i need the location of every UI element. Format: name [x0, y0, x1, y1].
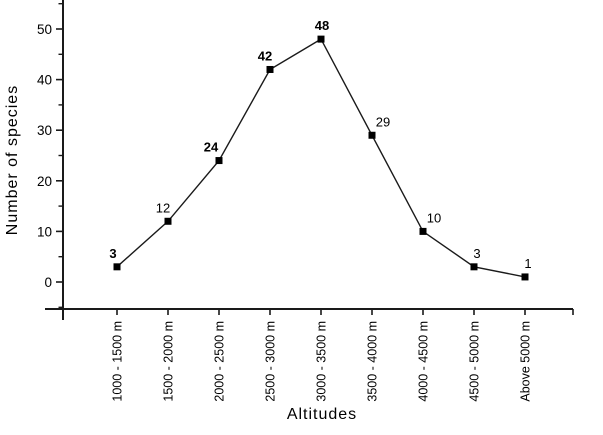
- y-tick-label: 20: [37, 174, 52, 189]
- x-tick-label: Above 5000 m: [519, 321, 533, 402]
- data-point-marker: [368, 131, 376, 139]
- data-point-marker: [164, 217, 172, 225]
- data-point-label: 10: [427, 210, 441, 225]
- x-tick-label: 3000 - 3500 m: [315, 321, 329, 402]
- x-tick-label: 1500 - 2000 m: [162, 321, 176, 402]
- data-point-marker: [419, 227, 427, 235]
- x-tick-label: 2500 - 3000 m: [264, 321, 278, 402]
- x-tick-label: 1000 - 1500 m: [111, 321, 125, 402]
- data-point-marker: [470, 263, 478, 271]
- y-tick-label: 10: [37, 224, 52, 239]
- chart-plot-area: 0 10 20 30 40 50 1000 - 1500 m 1500 - 2000 m 200…: [37, 0, 574, 402]
- data-point-label: 12: [156, 200, 170, 215]
- series-line: [116, 38, 526, 278]
- data-point-label: 3: [109, 246, 116, 261]
- data-point-marker: [317, 35, 325, 43]
- data-point-label: 1: [524, 256, 531, 271]
- y-tick-label: 40: [37, 73, 52, 88]
- y-axis-title: Number of species: [4, 85, 21, 235]
- data-point-marker: [266, 65, 274, 73]
- x-tick-label: 3500 - 4000 m: [366, 321, 380, 402]
- x-axis-title: Altitudes: [287, 406, 357, 423]
- data-point-marker: [113, 263, 121, 271]
- data-point-label: 42: [258, 48, 272, 63]
- data-point-label: 48: [315, 18, 329, 33]
- data-point-label: 3: [473, 246, 480, 261]
- y-tick-label: 30: [37, 123, 52, 138]
- y-tick-label: 50: [37, 22, 52, 37]
- x-tick-label: 4500 - 5000 m: [468, 321, 482, 402]
- data-point-marker: [521, 273, 529, 281]
- y-tick-label: 0: [44, 275, 52, 290]
- data-point-marker: [215, 157, 223, 165]
- data-point-label: 24: [204, 140, 219, 155]
- x-tick-label: 4000 - 4500 m: [417, 321, 431, 402]
- x-tick-label: 2000 - 2500 m: [213, 321, 227, 402]
- data-point-label: 29: [376, 114, 390, 129]
